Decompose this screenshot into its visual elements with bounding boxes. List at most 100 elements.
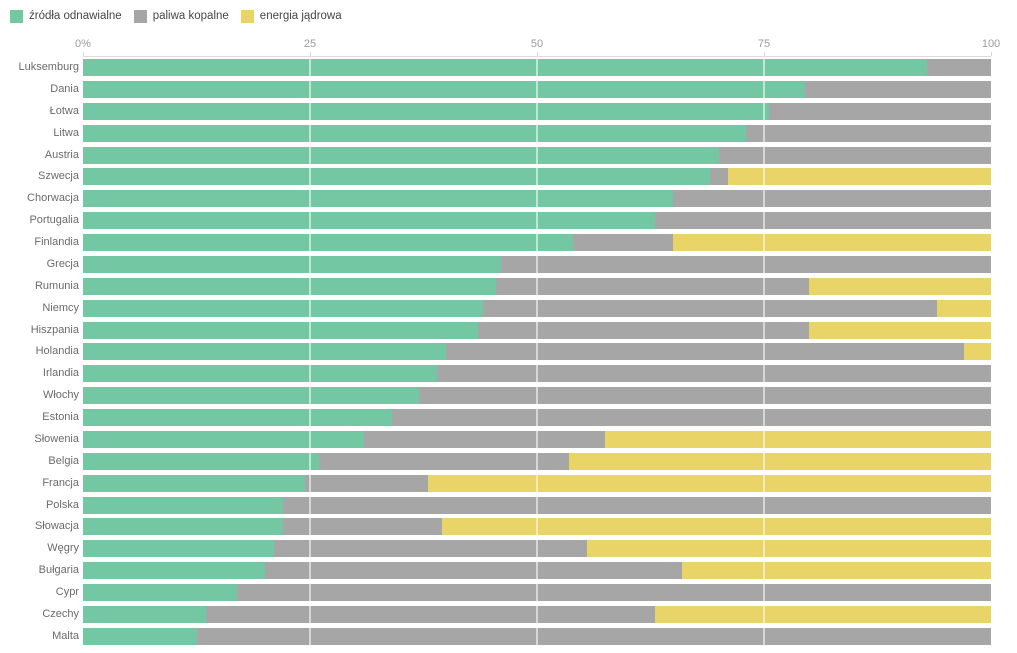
bar-segment-renewables[interactable] [83, 234, 574, 251]
country-label: Cypr [55, 586, 79, 598]
bar-track [83, 474, 991, 492]
bar-segment-renewables[interactable] [83, 518, 283, 536]
x-axis-tick-mark [763, 52, 765, 56]
bar-segment-renewables[interactable] [83, 474, 306, 492]
x-axis-tick-label: 75 [757, 38, 771, 50]
country-label: Litwa [53, 126, 79, 139]
table-row: Czechy [0, 605, 1017, 623]
bar-segment-fossil[interactable] [237, 584, 991, 601]
bar-segment-renewables[interactable] [83, 299, 483, 317]
country-label: Luksemburg [18, 61, 79, 73]
bar-segment-renewables[interactable] [83, 584, 238, 601]
bar-segment-fossil[interactable] [745, 124, 991, 142]
bar-segment-renewables[interactable] [83, 212, 656, 230]
bar-segment-nuclear[interactable] [428, 474, 991, 492]
bar-segment-renewables[interactable] [83, 277, 497, 295]
bar-segment-nuclear[interactable] [568, 452, 991, 470]
bar-segment-fossil[interactable] [305, 474, 429, 492]
bar-track [83, 496, 991, 514]
country-label: Estonia [42, 411, 79, 423]
bar-segment-renewables[interactable] [83, 168, 710, 186]
bar-segment-fossil[interactable] [496, 277, 810, 295]
legend-item-nuclear[interactable]: energia jądrowa [240, 9, 342, 24]
bar-segment-nuclear[interactable] [655, 605, 991, 623]
country-label: Słowacja [34, 520, 79, 533]
bar-segment-fossil[interactable] [418, 387, 991, 405]
bar-segment-renewables[interactable] [83, 255, 501, 273]
bar-segment-renewables[interactable] [83, 387, 419, 405]
bar-segment-renewables[interactable] [83, 59, 928, 76]
table-row: Francja [0, 474, 1017, 492]
bar-segment-nuclear[interactable] [809, 321, 991, 339]
bar-segment-nuclear[interactable] [936, 299, 991, 317]
bar-segment-renewables[interactable] [83, 409, 392, 426]
bar-segment-nuclear[interactable] [682, 562, 991, 580]
bar-segment-nuclear[interactable] [809, 277, 991, 295]
bar-segment-renewables[interactable] [83, 627, 197, 645]
bar-segment-fossil[interactable] [264, 562, 683, 580]
x-axis-tick-mark [309, 52, 311, 56]
bar-track [83, 562, 991, 580]
bar-segment-fossil[interactable] [319, 452, 569, 470]
bar-track [83, 234, 991, 251]
bar-segment-nuclear[interactable] [673, 234, 991, 251]
bar-segment-renewables[interactable] [83, 343, 447, 361]
bar-segment-renewables[interactable] [83, 430, 365, 448]
bar-segment-fossil[interactable] [927, 59, 991, 76]
bar-segment-fossil[interactable] [282, 496, 991, 514]
bar-segment-fossil[interactable] [437, 365, 991, 383]
bar-segment-fossil[interactable] [482, 299, 937, 317]
bar-segment-fossil[interactable] [500, 255, 991, 273]
bar-segment-nuclear[interactable] [586, 540, 991, 558]
bar-segment-renewables[interactable] [83, 124, 746, 142]
table-row: Finlandia [0, 234, 1017, 251]
bar-segment-fossil[interactable] [273, 540, 587, 558]
bar-track [83, 299, 991, 317]
bar-segment-renewables[interactable] [83, 146, 719, 164]
bar-segment-renewables[interactable] [83, 562, 265, 580]
bar-track [83, 102, 991, 120]
bar-segment-nuclear[interactable] [963, 343, 991, 361]
x-axis-tick-mark [82, 52, 84, 56]
table-row: Austria [0, 146, 1017, 164]
bar-segment-fossil[interactable] [804, 80, 991, 98]
bar-segment-nuclear[interactable] [441, 518, 991, 536]
bar-segment-renewables[interactable] [83, 80, 805, 98]
bar-segment-fossil[interactable] [573, 234, 674, 251]
table-row: Hiszpania [0, 321, 1017, 339]
bar-segment-fossil[interactable] [673, 190, 991, 208]
country-label: Niemcy [42, 301, 79, 314]
bar-segment-fossil[interactable] [655, 212, 991, 230]
bar-segment-renewables[interactable] [83, 102, 769, 120]
bar-segment-fossil[interactable] [282, 518, 442, 536]
bar-segment-fossil[interactable] [709, 168, 728, 186]
bar-segment-renewables[interactable] [83, 496, 283, 514]
bar-segment-renewables[interactable] [83, 321, 478, 339]
bar-segment-nuclear[interactable] [727, 168, 991, 186]
bar-segment-fossil[interactable] [768, 102, 991, 120]
bar-segment-renewables[interactable] [83, 452, 320, 470]
country-label: Irlandia [42, 367, 79, 380]
bar-segment-renewables[interactable] [83, 540, 274, 558]
x-axis-tick-label: 100 [981, 38, 1001, 50]
legend-item-renewables[interactable]: źródła odnawialne [10, 9, 122, 24]
bar-segment-fossil[interactable] [477, 321, 810, 339]
table-row: Rumunia [0, 277, 1017, 295]
bar-segment-renewables[interactable] [83, 605, 206, 623]
bar-segment-fossil[interactable] [364, 430, 606, 448]
bar-segment-renewables[interactable] [83, 365, 438, 383]
legend-item-fossil[interactable]: paliwa kopalne [133, 9, 229, 24]
bar-segment-fossil[interactable] [446, 343, 964, 361]
bar-segment-renewables[interactable] [83, 190, 674, 208]
bar-segment-fossil[interactable] [718, 146, 991, 164]
bar-segment-fossil[interactable] [391, 409, 991, 426]
bar-track [83, 146, 991, 164]
country-label: Holandia [35, 345, 79, 358]
bar-segment-nuclear[interactable] [605, 430, 991, 448]
country-label: Polska [45, 498, 79, 511]
fossil-swatch-icon [133, 10, 147, 23]
bar-track [83, 255, 991, 273]
country-label: Łotwa [49, 104, 79, 117]
bar-segment-fossil[interactable] [205, 605, 656, 623]
bar-segment-fossil[interactable] [196, 627, 991, 645]
